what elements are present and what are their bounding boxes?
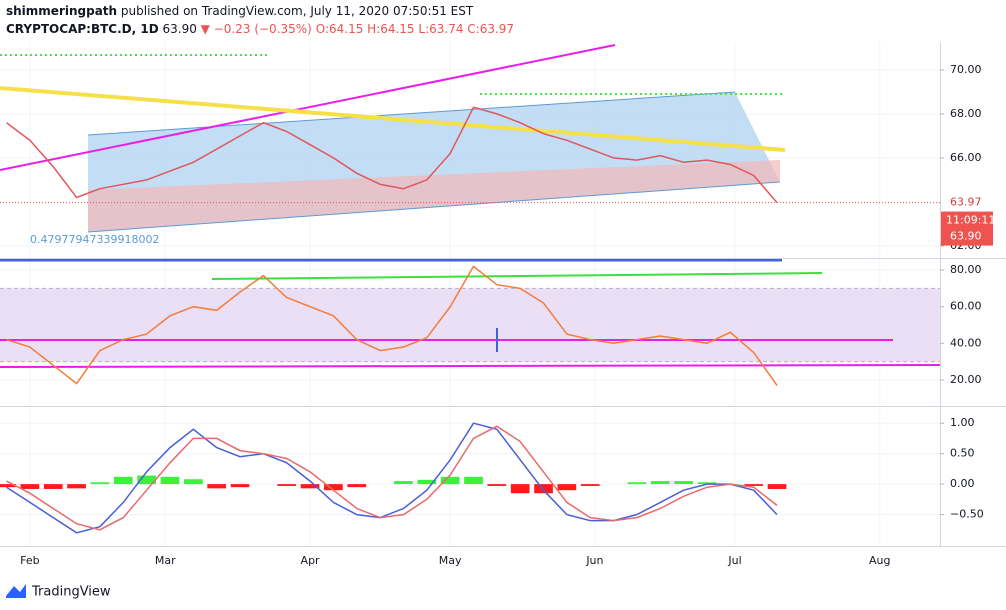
symbol: CRYPTOCAP:BTC.D, 1D xyxy=(6,22,159,36)
channel-top xyxy=(87,91,736,136)
histogram-bar xyxy=(697,482,717,485)
logo-mark xyxy=(6,584,26,598)
histogram-bar xyxy=(324,484,343,491)
y-tick-label: 40.00 xyxy=(950,336,982,349)
y-tick-label: −0.50 xyxy=(950,508,984,521)
histogram-bar xyxy=(394,481,413,485)
histogram-bar xyxy=(744,484,764,486)
ohlc: O:64.15 H:64.15 L:63.74 C:63.97 xyxy=(315,22,515,36)
histogram-bar xyxy=(557,484,577,491)
countdown-box xyxy=(941,211,993,246)
series-line xyxy=(6,422,778,534)
decor xyxy=(0,44,941,368)
histogram-bar xyxy=(90,482,110,485)
arrow: ▼ xyxy=(200,22,210,36)
ma-line xyxy=(0,86,786,152)
close-label: 63.97 xyxy=(950,196,982,209)
y-tick-label: 68.00 xyxy=(950,107,982,120)
cloud xyxy=(88,160,780,232)
published: published on TradingView.com, July 11, 2… xyxy=(120,4,474,18)
histogram-bar xyxy=(510,484,530,494)
histogram-bar xyxy=(534,484,553,494)
histogram-bar xyxy=(767,484,787,489)
last-price: 63.90 xyxy=(162,22,197,36)
change: −0.23 (−0.35%) xyxy=(213,22,312,36)
symbol-line: CRYPTOCAP:BTC.D, 1D 63.90 ▼ −0.23 (−0.35… xyxy=(6,22,514,36)
footer: TradingView xyxy=(31,585,111,600)
histogram-bar xyxy=(674,481,693,485)
histogram-bar xyxy=(580,484,600,486)
last-label: 63.90 xyxy=(950,230,982,243)
rsi-band xyxy=(0,288,940,362)
channel-bottom xyxy=(87,181,781,233)
countdown: 11:09:11 xyxy=(946,214,995,227)
histogram-bar xyxy=(20,484,40,489)
y-tick-label: 0.50 xyxy=(950,447,975,460)
histogram-bar xyxy=(277,484,297,486)
histogram-bar xyxy=(113,476,133,485)
y-tick-label: 0.00 xyxy=(950,477,975,490)
x-tick-label: Jun xyxy=(585,554,603,567)
histogram-bar xyxy=(43,484,63,489)
histogram-bar xyxy=(230,484,250,488)
rsi-trend xyxy=(211,272,823,280)
close-box xyxy=(941,194,993,211)
rsi-level xyxy=(0,364,941,368)
histogram-bar xyxy=(0,484,16,488)
histogram-bar xyxy=(650,481,670,485)
histogram-bar xyxy=(300,484,320,489)
logo xyxy=(6,584,26,598)
publish-line: shimmeringpath published on TradingView.… xyxy=(6,4,473,18)
series-line xyxy=(6,265,778,386)
series-line xyxy=(6,425,778,531)
x-tick-label: Jul xyxy=(727,554,741,567)
histogram-bar xyxy=(160,476,180,485)
y-tick-label: 70.00 xyxy=(950,63,982,76)
histogram-bar xyxy=(137,475,156,485)
histogram-bar xyxy=(627,482,647,485)
histogram-bar xyxy=(440,476,460,485)
y-tick-label: 1.00 xyxy=(950,416,975,429)
histogram-bar xyxy=(207,484,227,489)
x-tick-label: May xyxy=(439,554,462,567)
x-tick-label: Feb xyxy=(20,554,39,567)
annotation: 0.47977947339918002 xyxy=(30,233,159,246)
histogram-bar xyxy=(67,484,86,489)
histogram-bar xyxy=(464,476,483,485)
y-tick-label: 80.00 xyxy=(950,263,982,276)
histogram-bar xyxy=(347,484,367,488)
trend-line xyxy=(0,44,616,171)
y-tick-label: 66.00 xyxy=(950,151,982,164)
x-tick-label: Mar xyxy=(155,554,176,567)
author: shimmeringpath xyxy=(6,4,118,18)
y-tick-label: 20.00 xyxy=(950,373,982,386)
y-tick-label: 60.00 xyxy=(950,300,982,313)
x-tick-label: Apr xyxy=(301,554,321,567)
series-line xyxy=(6,106,778,204)
x-tick-label: Aug xyxy=(869,554,890,567)
histogram-bar xyxy=(417,479,437,485)
histogram-bar xyxy=(487,484,507,486)
histogram-bar xyxy=(183,479,203,485)
